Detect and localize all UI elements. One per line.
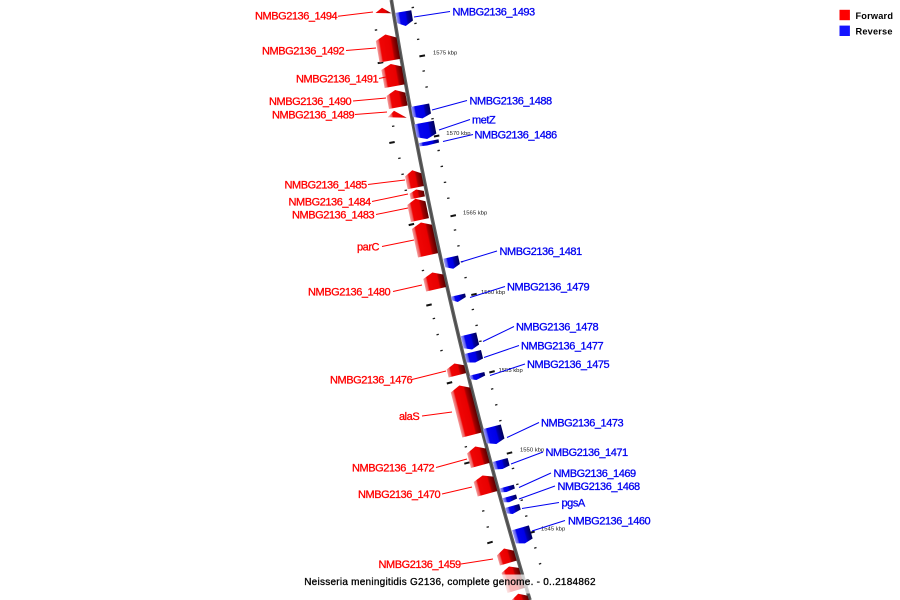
svg-text:1545 kbp: 1545 kbp — [541, 526, 566, 532]
svg-text:1570 kbp: 1570 kbp — [446, 131, 471, 137]
svg-text:NMBG2136_1481: NMBG2136_1481 — [500, 246, 583, 258]
svg-text:1550 kbp: 1550 kbp — [520, 447, 545, 453]
svg-text:NMBG2136_1473: NMBG2136_1473 — [541, 418, 624, 430]
svg-text:NMBG2136_1489: NMBG2136_1489 — [272, 110, 355, 122]
svg-text:NMBG2136_1472: NMBG2136_1472 — [352, 463, 435, 475]
svg-text:1560 kbp: 1560 kbp — [481, 290, 506, 296]
svg-text:NMBG2136_1476: NMBG2136_1476 — [330, 375, 413, 387]
svg-text:NMBG2136_1459: NMBG2136_1459 — [379, 559, 462, 571]
svg-text:1565 kbp: 1565 kbp — [463, 211, 488, 217]
svg-text:NMBG2136_1460: NMBG2136_1460 — [568, 516, 651, 528]
svg-text:NMBG2136_1478: NMBG2136_1478 — [516, 322, 599, 334]
svg-text:NMBG2136_1494: NMBG2136_1494 — [255, 11, 338, 23]
svg-text:alaS: alaS — [399, 411, 419, 423]
svg-text:1555 kbp: 1555 kbp — [499, 368, 524, 374]
svg-text:NMBG2136_1468: NMBG2136_1468 — [558, 481, 641, 493]
svg-text:NMBG2136_1485: NMBG2136_1485 — [285, 180, 368, 192]
svg-text:Forward: Forward — [856, 11, 894, 21]
svg-text:NMBG2136_1475: NMBG2136_1475 — [527, 359, 610, 371]
svg-text:NMBG2136_1490: NMBG2136_1490 — [269, 96, 352, 108]
svg-text:NMBG2136_1479: NMBG2136_1479 — [507, 282, 590, 294]
svg-text:NMBG2136_1484: NMBG2136_1484 — [289, 197, 372, 209]
svg-text:1575 kbp: 1575 kbp — [433, 51, 458, 57]
svg-text:NMBG2136_1486: NMBG2136_1486 — [475, 130, 558, 142]
svg-text:NMBG2136_1488: NMBG2136_1488 — [470, 96, 553, 108]
svg-text:NMBG2136_1480: NMBG2136_1480 — [308, 287, 391, 299]
svg-text:NMBG2136_1483: NMBG2136_1483 — [292, 210, 375, 222]
svg-text:NMBG2136_1471: NMBG2136_1471 — [546, 447, 629, 459]
svg-text:NMBG2136_1477: NMBG2136_1477 — [521, 341, 604, 353]
svg-text:metZ: metZ — [472, 115, 496, 127]
svg-text:Reverse: Reverse — [856, 27, 893, 37]
svg-text:NMBG2136_1470: NMBG2136_1470 — [358, 489, 441, 501]
svg-text:NMBG2136_1493: NMBG2136_1493 — [453, 7, 536, 19]
svg-text:NMBG2136_1492: NMBG2136_1492 — [262, 46, 345, 58]
svg-text:NMBG2136_1469: NMBG2136_1469 — [554, 468, 637, 480]
svg-text:Neisseria meningitidis G2136,: Neisseria meningitidis G2136, complete g… — [304, 577, 596, 588]
svg-text:NMBG2136_1491: NMBG2136_1491 — [296, 74, 379, 86]
svg-text:parC: parC — [357, 242, 380, 254]
svg-text:pgsA: pgsA — [562, 498, 586, 510]
